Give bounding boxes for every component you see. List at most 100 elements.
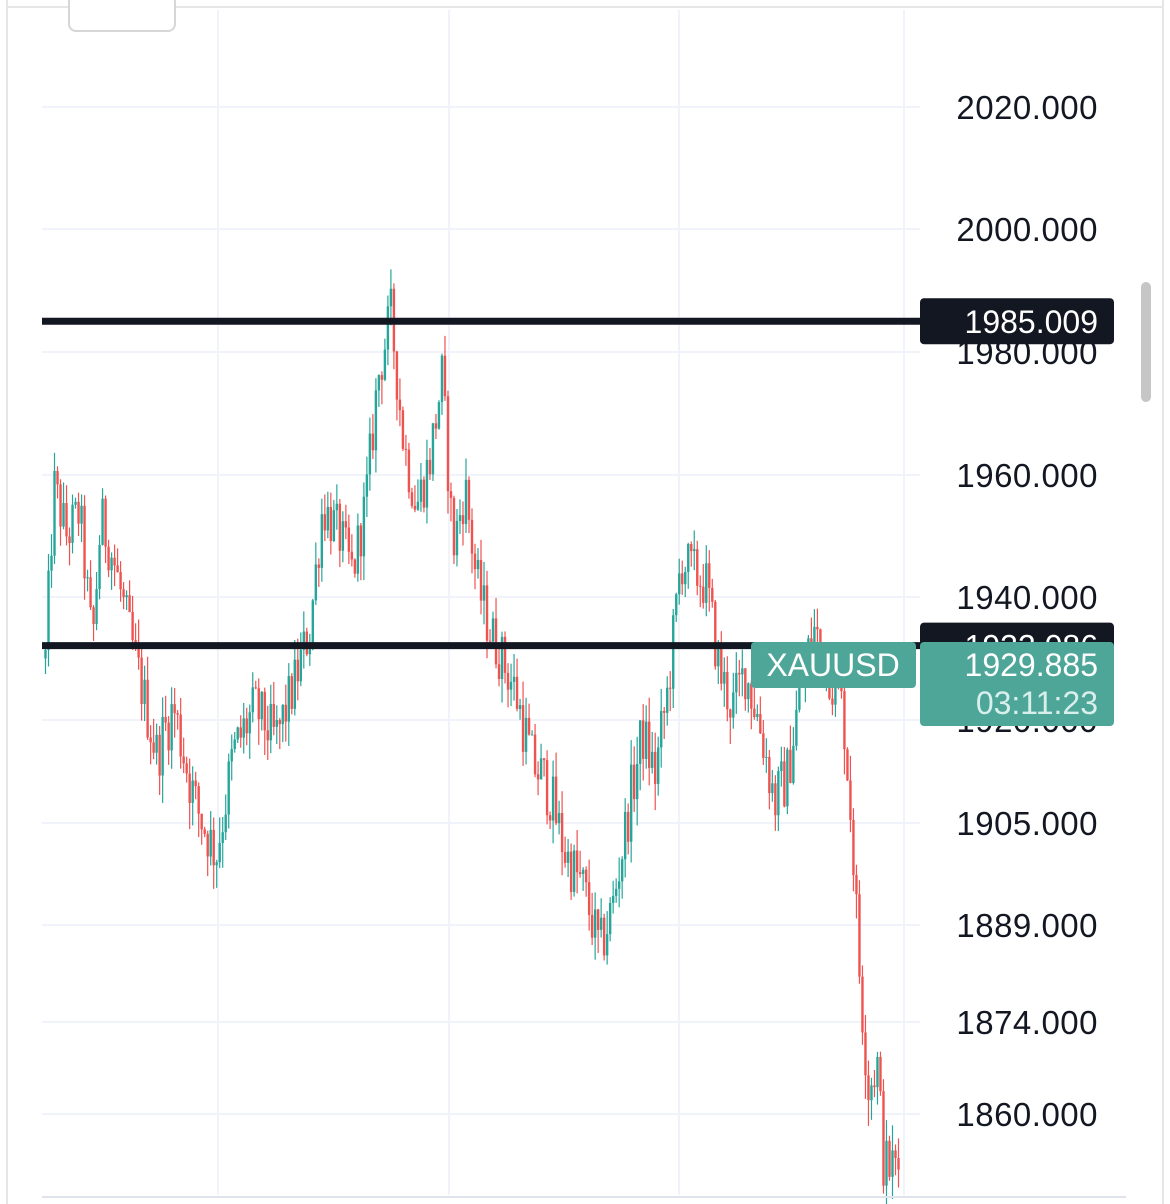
toolbar-button[interactable] — [68, 0, 176, 32]
candle-body — [209, 829, 212, 857]
candle-body — [266, 730, 269, 741]
candle-body — [74, 501, 77, 505]
candle-body — [638, 720, 642, 764]
candle-body — [344, 521, 348, 528]
candle-body — [479, 559, 483, 601]
candle-body — [741, 668, 744, 675]
candle-body — [50, 555, 53, 571]
symbol-label: XAUUSD — [766, 647, 899, 683]
candle-body — [515, 676, 519, 709]
candle-body — [843, 691, 846, 750]
candle-body — [533, 734, 537, 775]
candle-body — [699, 585, 702, 587]
candle-body — [629, 764, 633, 842]
candle-body — [293, 659, 296, 709]
candle-body — [551, 776, 555, 821]
candle-body — [648, 721, 651, 768]
candle-body — [810, 638, 813, 646]
candle-body — [666, 687, 669, 713]
candle-body — [188, 773, 191, 803]
candle-body — [873, 1085, 876, 1088]
candle-body — [816, 626, 819, 630]
candle-body — [602, 917, 606, 956]
candle-body — [257, 688, 260, 720]
candle-body — [494, 618, 498, 665]
candle-body — [56, 471, 59, 485]
candle-body — [413, 505, 417, 510]
candle-body — [83, 505, 86, 579]
candle-body — [380, 375, 384, 380]
candle-body — [113, 557, 116, 566]
candle-body — [443, 355, 447, 397]
candle-body — [416, 501, 420, 510]
candle-body — [425, 459, 429, 508]
candle-body — [518, 705, 522, 709]
candle-body — [275, 720, 278, 727]
candle-body — [470, 519, 474, 554]
y-tick-label: 1940.000 — [956, 579, 1098, 616]
y-tick-label: 2020.000 — [956, 89, 1098, 126]
candle-body — [762, 733, 765, 758]
candle-body — [167, 722, 170, 751]
candle-body — [560, 812, 564, 853]
candle-body — [104, 498, 107, 547]
candle-body — [584, 869, 588, 883]
candle-body — [891, 1150, 894, 1177]
candle-body — [780, 761, 783, 772]
candle-body — [744, 668, 747, 700]
candle-body — [599, 917, 603, 930]
candle-body — [71, 504, 74, 543]
candle-body — [548, 815, 552, 821]
candle-body — [221, 832, 224, 843]
last-price-tag — [920, 642, 1114, 726]
candle-body — [383, 349, 387, 380]
frame-border-right — [1162, 0, 1164, 1204]
candle-body — [876, 1056, 879, 1088]
candle-body — [563, 852, 567, 863]
candle-body — [681, 573, 684, 585]
candle-body — [68, 536, 71, 543]
candle-body — [47, 570, 50, 650]
candle-body — [152, 742, 155, 753]
candle-body — [503, 636, 507, 673]
candle-body — [855, 875, 858, 895]
candle-body — [632, 764, 636, 800]
candle-body — [605, 934, 609, 956]
candle-body — [320, 514, 324, 568]
candle-body — [134, 640, 137, 644]
candle-body — [191, 780, 194, 803]
candle-body — [840, 687, 843, 692]
candle-body — [735, 672, 738, 693]
candle-body — [119, 572, 122, 590]
candle-body — [224, 814, 227, 833]
candle-body — [449, 491, 453, 498]
candle-body — [236, 727, 239, 740]
candle-body — [864, 1032, 867, 1076]
candle-body — [182, 756, 185, 764]
candle-body — [326, 506, 330, 531]
candle-body — [164, 716, 167, 723]
frame-border-top — [6, 6, 1164, 8]
countdown-label: 03:11:23 — [976, 685, 1098, 721]
candle-body — [353, 559, 357, 574]
candle-body — [368, 433, 372, 475]
scrollbar-thumb[interactable] — [1141, 282, 1151, 402]
candle-body — [617, 881, 621, 889]
candle-body — [356, 525, 360, 574]
candle-body — [272, 704, 275, 727]
candle-body — [329, 506, 333, 542]
candle-body — [128, 595, 131, 612]
candle-body — [858, 894, 861, 977]
candle-body — [467, 479, 471, 520]
candle-body — [786, 749, 789, 807]
candle-body — [759, 714, 762, 734]
candle-body — [747, 683, 750, 700]
candle-body — [795, 709, 798, 746]
candle-body — [545, 760, 549, 816]
candle-body — [690, 544, 693, 552]
y-tick-label: 1960.000 — [956, 457, 1098, 494]
candle-body — [176, 713, 179, 715]
candle-body — [410, 492, 414, 506]
